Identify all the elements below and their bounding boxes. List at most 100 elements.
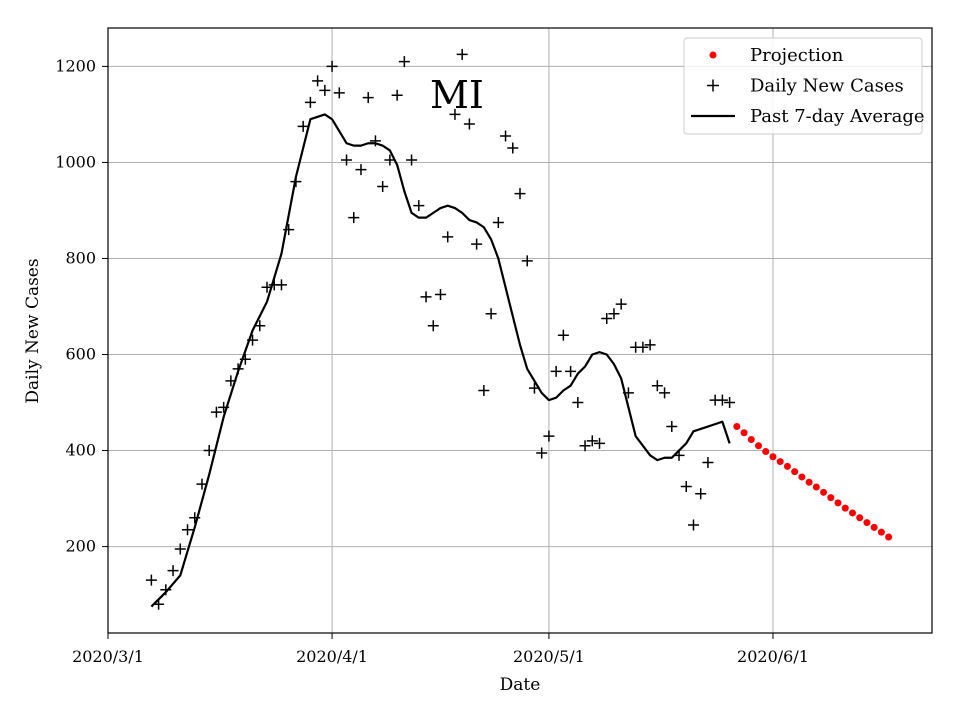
projection-point (769, 453, 777, 461)
projection-point (740, 429, 748, 437)
daily-case-point (203, 445, 215, 457)
daily-case-point (384, 154, 396, 166)
daily-case-point (297, 120, 309, 132)
daily-case-point (442, 231, 454, 243)
projection-point (841, 504, 849, 512)
x-axis-label: Date (500, 675, 541, 695)
daily-case-point (341, 154, 353, 166)
daily-case-point (586, 435, 598, 447)
x-tick-label: 2020/6/1 (737, 647, 809, 666)
legend-box (683, 37, 923, 135)
projection-point (798, 473, 806, 481)
daily-case-point (189, 512, 201, 524)
projection-point (856, 514, 864, 522)
legend-label: Projection (750, 45, 844, 66)
daily-case-point (601, 312, 613, 324)
daily-case-point (680, 481, 692, 493)
daily-case-point (608, 308, 620, 320)
x-tick-label: 2020/5/1 (513, 647, 585, 666)
daily-case-point (160, 584, 172, 596)
projection-point (820, 488, 828, 496)
daily-case-point (644, 339, 656, 351)
daily-case-point (471, 238, 483, 250)
daily-case-point (369, 135, 381, 147)
daily-case-point (521, 255, 533, 267)
marker-layer (145, 48, 893, 610)
daily-case-point (579, 440, 591, 452)
daily-case-point (377, 180, 389, 192)
daily-case-point (261, 281, 273, 293)
average-line (150, 113, 731, 608)
x-tick-label: 2020/4/1 (296, 647, 368, 666)
daily-case-point (247, 334, 259, 346)
average-line-layer (150, 113, 731, 608)
state-annotation: MI (430, 73, 484, 117)
y-tick-label: 200 (65, 537, 96, 556)
daily-case-point (622, 387, 634, 399)
daily-case-point (514, 188, 526, 200)
projection-point (755, 442, 763, 450)
legend-label: Daily New Cases (750, 76, 904, 97)
daily-case-point (210, 406, 222, 418)
daily-case-point (312, 75, 324, 87)
legend-dot-swatch (709, 51, 717, 59)
daily-case-point (167, 565, 179, 577)
daily-case-point (637, 341, 649, 353)
daily-case-point (434, 288, 446, 300)
daily-case-point (528, 382, 540, 394)
y-tick-label: 600 (65, 345, 96, 364)
projection-point (762, 448, 770, 455)
y-tick-label: 1200 (55, 56, 96, 75)
daily-case-point (492, 216, 504, 228)
daily-case-point (225, 375, 237, 387)
daily-case-point (355, 164, 367, 176)
daily-case-point (196, 478, 208, 490)
daily-case-point (572, 397, 584, 409)
daily-case-point (290, 176, 302, 188)
daily-case-point (507, 142, 519, 154)
projection-point (834, 499, 842, 507)
daily-case-point (615, 298, 627, 310)
legend-label: Past 7-day Average (750, 106, 925, 127)
daily-case-point (565, 365, 577, 377)
daily-case-point (702, 457, 714, 469)
daily-case-point (449, 108, 461, 120)
daily-case-point (182, 524, 194, 536)
x-tick-label: 2020/3/1 (72, 647, 144, 666)
daily-case-point (348, 212, 360, 224)
projection-point (848, 509, 856, 517)
projection-point (877, 528, 885, 536)
projection-point (791, 468, 799, 476)
plot-frame (107, 27, 933, 634)
y-tick-label: 1000 (55, 152, 96, 171)
daily-case-point (304, 96, 316, 108)
daily-case-point (406, 154, 418, 166)
daily-case-point (420, 291, 432, 303)
projection-point (747, 435, 755, 443)
daily-case-point (427, 320, 439, 332)
projection-point (885, 533, 893, 541)
daily-case-point (557, 329, 569, 341)
daily-case-point (485, 308, 497, 320)
daily-case-point (283, 224, 295, 236)
daily-case-point (543, 430, 555, 442)
projection-point (870, 523, 878, 531)
daily-case-point (333, 87, 345, 99)
axes: 2020/3/1 2020/4/1 2020/5/1 2020/6/1 200 400 60… (55, 27, 933, 666)
daily-case-point (326, 60, 338, 72)
daily-case-point (716, 394, 728, 406)
projection-point (783, 462, 791, 470)
daily-case-point (695, 488, 707, 500)
daily-case-point (478, 385, 490, 397)
daily-case-point (145, 574, 157, 586)
daily-case-point (651, 380, 663, 392)
daily-case-point (239, 353, 251, 365)
daily-case-point (536, 447, 548, 459)
y-tick-label: 400 (65, 441, 96, 460)
y-axis-label: Daily New Cases (23, 258, 43, 403)
daily-case-point (362, 92, 374, 104)
daily-case-point (153, 598, 165, 610)
legend: Projection Daily New Cases Past 7-day Aver… (683, 37, 925, 135)
daily-case-point (456, 48, 468, 60)
